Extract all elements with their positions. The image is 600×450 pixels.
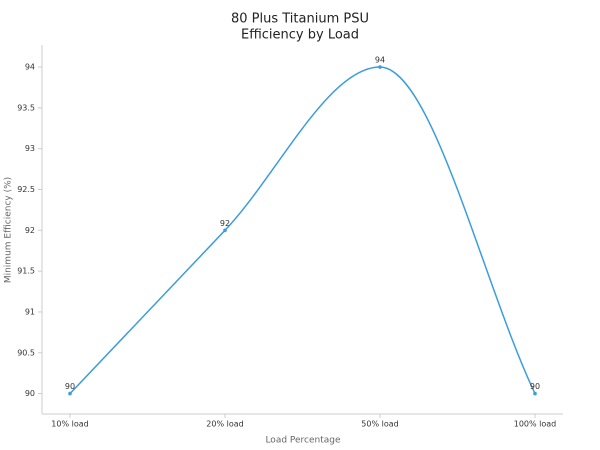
y-tick-label: 93 bbox=[25, 144, 35, 153]
point bbox=[533, 391, 537, 396]
line bbox=[69, 66, 536, 395]
y-tick-label: 90 bbox=[25, 389, 35, 398]
x-tick-label: 20% load bbox=[206, 420, 243, 429]
x-axis-label: Load Percentage bbox=[265, 436, 341, 446]
chart-title: Efficiency by Load bbox=[241, 28, 359, 43]
point bbox=[223, 228, 227, 233]
chart-title: 80 Plus Titanium PSU bbox=[231, 12, 369, 27]
y-tick-label: 91.5 bbox=[17, 267, 35, 276]
x-tick-label: 100% load bbox=[514, 420, 557, 429]
point bbox=[68, 391, 72, 396]
data-label: 92 bbox=[220, 219, 230, 228]
data-label: 90 bbox=[530, 382, 540, 391]
y-tick-label: 92 bbox=[25, 226, 35, 235]
y-tick-label: 94 bbox=[25, 63, 35, 72]
y-axis-label: Minimum Efficiency (%) bbox=[4, 177, 14, 283]
y-tick-label: 90.5 bbox=[17, 348, 35, 357]
data-label: 94 bbox=[375, 56, 385, 65]
x-tick-label: 10% load bbox=[51, 420, 88, 429]
y-tick-label: 92.5 bbox=[17, 185, 35, 194]
point bbox=[378, 65, 382, 69]
data-label: 90 bbox=[65, 382, 75, 391]
y-tick-label: 93.5 bbox=[17, 103, 35, 112]
y-tick-label: 91 bbox=[25, 307, 35, 316]
x-tick-label: 50% load bbox=[361, 420, 398, 429]
